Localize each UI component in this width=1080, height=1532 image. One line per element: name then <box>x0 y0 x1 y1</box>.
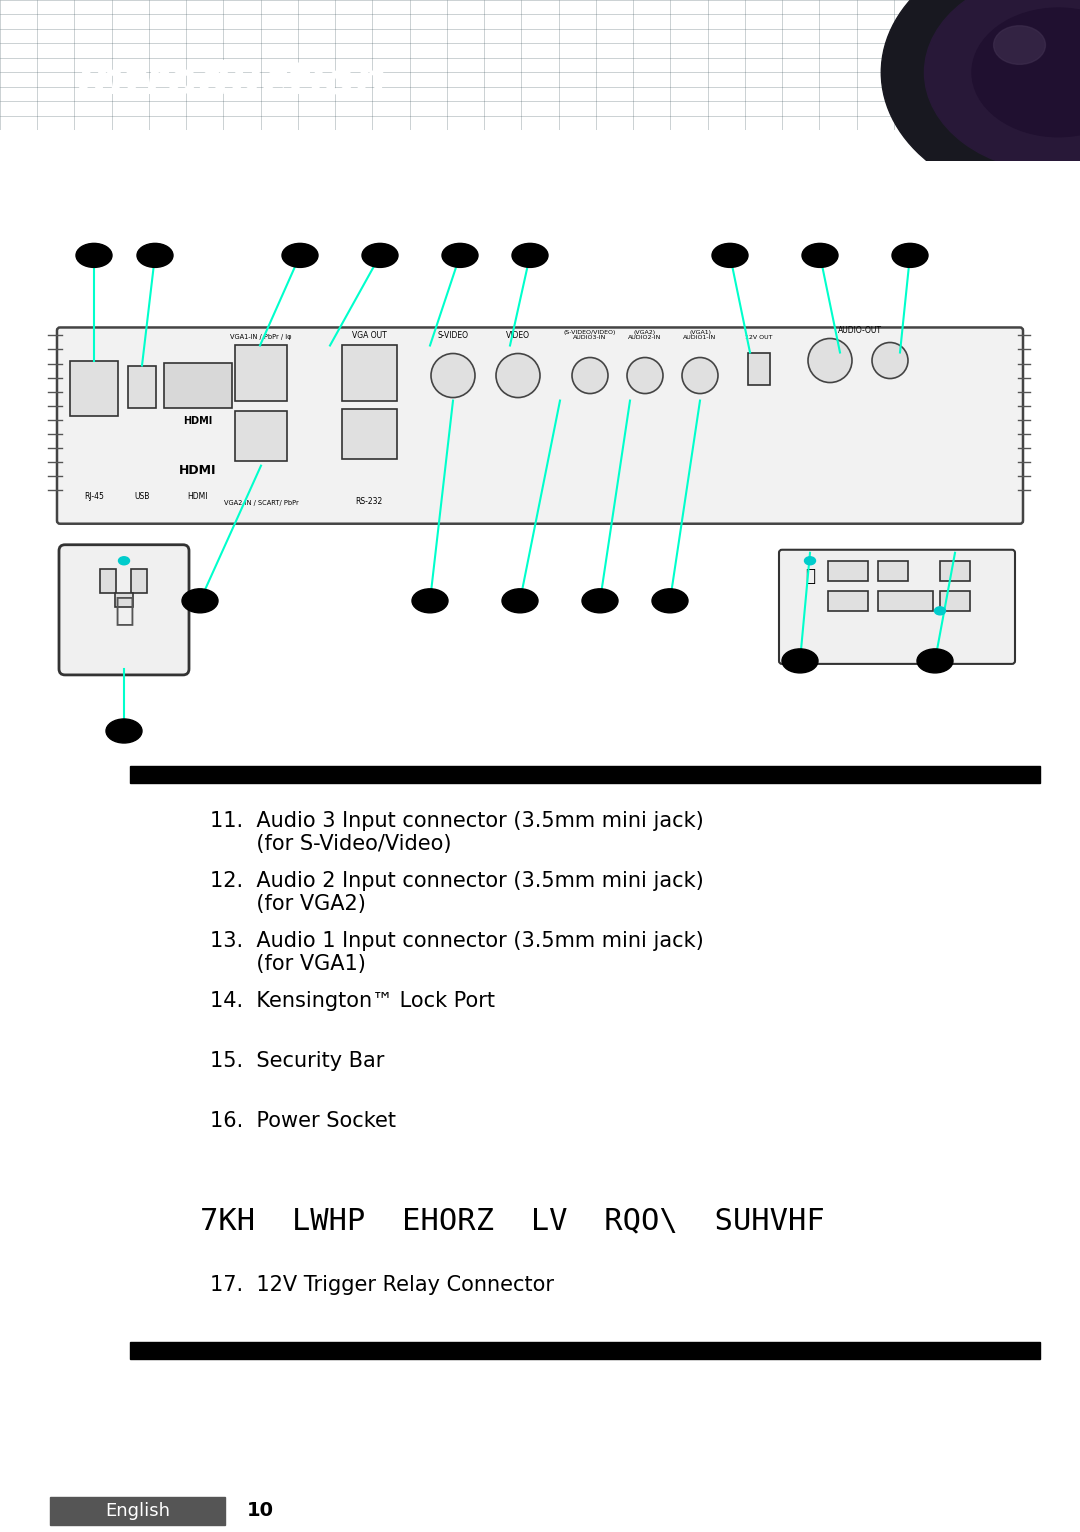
Text: 12.  Audio 2 Input connector (3.5mm mini jack)
       (for VGA2): 12. Audio 2 Input connector (3.5mm mini … <box>210 872 704 915</box>
Text: 11.  Audio 3 Input connector (3.5mm mini jack)
       (for S-Video/Video): 11. Audio 3 Input connector (3.5mm mini … <box>210 810 704 855</box>
FancyBboxPatch shape <box>57 328 1023 524</box>
Text: S-VIDEO: S-VIDEO <box>437 331 469 340</box>
Text: HDMI: HDMI <box>188 492 208 501</box>
Text: (S-VIDEO/VIDEO): (S-VIDEO/VIDEO) <box>564 331 617 336</box>
Bar <box>100 568 116 593</box>
Ellipse shape <box>137 244 173 268</box>
Bar <box>235 346 287 400</box>
Bar <box>878 591 933 611</box>
Bar <box>114 593 133 607</box>
Bar <box>940 591 970 611</box>
Ellipse shape <box>411 588 448 613</box>
Text: 13.  Audio 1 Input connector (3.5mm mini jack)
       (for VGA1): 13. Audio 1 Input connector (3.5mm mini … <box>210 931 704 974</box>
Ellipse shape <box>652 588 688 613</box>
FancyBboxPatch shape <box>59 545 189 676</box>
Bar <box>342 346 397 400</box>
Bar <box>130 766 1040 783</box>
Ellipse shape <box>782 650 818 673</box>
Bar <box>940 561 970 581</box>
Ellipse shape <box>917 650 953 673</box>
Text: VGA2-IN / SCART/ PbPr: VGA2-IN / SCART/ PbPr <box>224 499 298 506</box>
Circle shape <box>972 8 1080 136</box>
Text: HDMI: HDMI <box>184 415 213 426</box>
Text: 17.  12V Trigger Relay Connector: 17. 12V Trigger Relay Connector <box>210 1275 554 1295</box>
Bar <box>828 561 868 581</box>
Circle shape <box>627 357 663 394</box>
Circle shape <box>872 343 908 378</box>
Bar <box>235 411 287 461</box>
Circle shape <box>681 357 718 394</box>
FancyBboxPatch shape <box>779 550 1015 663</box>
Text: VIDEO: VIDEO <box>507 331 530 340</box>
Text: AUDIO2-IN: AUDIO2-IN <box>629 336 662 340</box>
Ellipse shape <box>512 244 548 268</box>
Text: AUDIO-OUT: AUDIO-OUT <box>838 326 882 336</box>
Ellipse shape <box>805 556 815 565</box>
Ellipse shape <box>183 588 218 613</box>
Ellipse shape <box>442 244 478 268</box>
Ellipse shape <box>502 588 538 613</box>
Bar <box>130 1342 1040 1359</box>
Text: VGA OUT: VGA OUT <box>352 331 387 340</box>
Ellipse shape <box>934 607 945 614</box>
Circle shape <box>881 0 1080 204</box>
Text: (VGA1): (VGA1) <box>689 331 711 336</box>
Text: 15.  Security Bar: 15. Security Bar <box>210 1051 384 1071</box>
Text: AUDIO1-IN: AUDIO1-IN <box>684 336 717 340</box>
Text: Introduction: Introduction <box>76 60 387 103</box>
Circle shape <box>924 0 1080 172</box>
Text: USB: USB <box>134 492 150 501</box>
Text: 14.  Kensington™ Lock Port: 14. Kensington™ Lock Port <box>210 991 495 1011</box>
Ellipse shape <box>892 244 928 268</box>
Circle shape <box>431 354 475 398</box>
Text: RS-232: RS-232 <box>355 496 382 506</box>
Text: VGA1-IN / PbPr / Iφ: VGA1-IN / PbPr / Iφ <box>230 334 292 340</box>
Text: 12V OUT: 12V OUT <box>745 336 773 340</box>
Bar <box>878 561 908 581</box>
Text: 🔒: 🔒 <box>805 567 815 585</box>
Ellipse shape <box>362 244 399 268</box>
Ellipse shape <box>582 588 618 613</box>
Ellipse shape <box>119 556 130 565</box>
Bar <box>164 363 232 408</box>
Text: 10: 10 <box>246 1501 273 1520</box>
Ellipse shape <box>76 244 112 268</box>
Text: AUDIO3-IN: AUDIO3-IN <box>573 336 607 340</box>
Circle shape <box>496 354 540 398</box>
Ellipse shape <box>802 244 838 268</box>
Circle shape <box>994 26 1045 64</box>
Bar <box>129 366 156 408</box>
Bar <box>342 409 397 458</box>
Ellipse shape <box>106 719 141 743</box>
Circle shape <box>572 357 608 394</box>
Text: HDMI: HDMI <box>179 464 217 476</box>
Bar <box>828 591 868 611</box>
Circle shape <box>808 339 852 383</box>
Text: 16.  Power Socket: 16. Power Socket <box>210 1112 396 1132</box>
Bar <box>131 568 147 593</box>
Text: RJ-45: RJ-45 <box>84 492 104 501</box>
Ellipse shape <box>712 244 748 268</box>
Bar <box>748 352 770 385</box>
Ellipse shape <box>282 244 318 268</box>
Text: 7KH  LWHP  EHORZ  LV  RQO\  SUHVHF: 7KH LWHP EHORZ LV RQO\ SUHVHF <box>200 1207 825 1236</box>
Bar <box>70 360 118 415</box>
Text: English: English <box>106 1501 171 1520</box>
Text: (VGA2): (VGA2) <box>634 331 656 336</box>
Text: ⏻: ⏻ <box>114 593 134 627</box>
Bar <box>50 1497 225 1524</box>
